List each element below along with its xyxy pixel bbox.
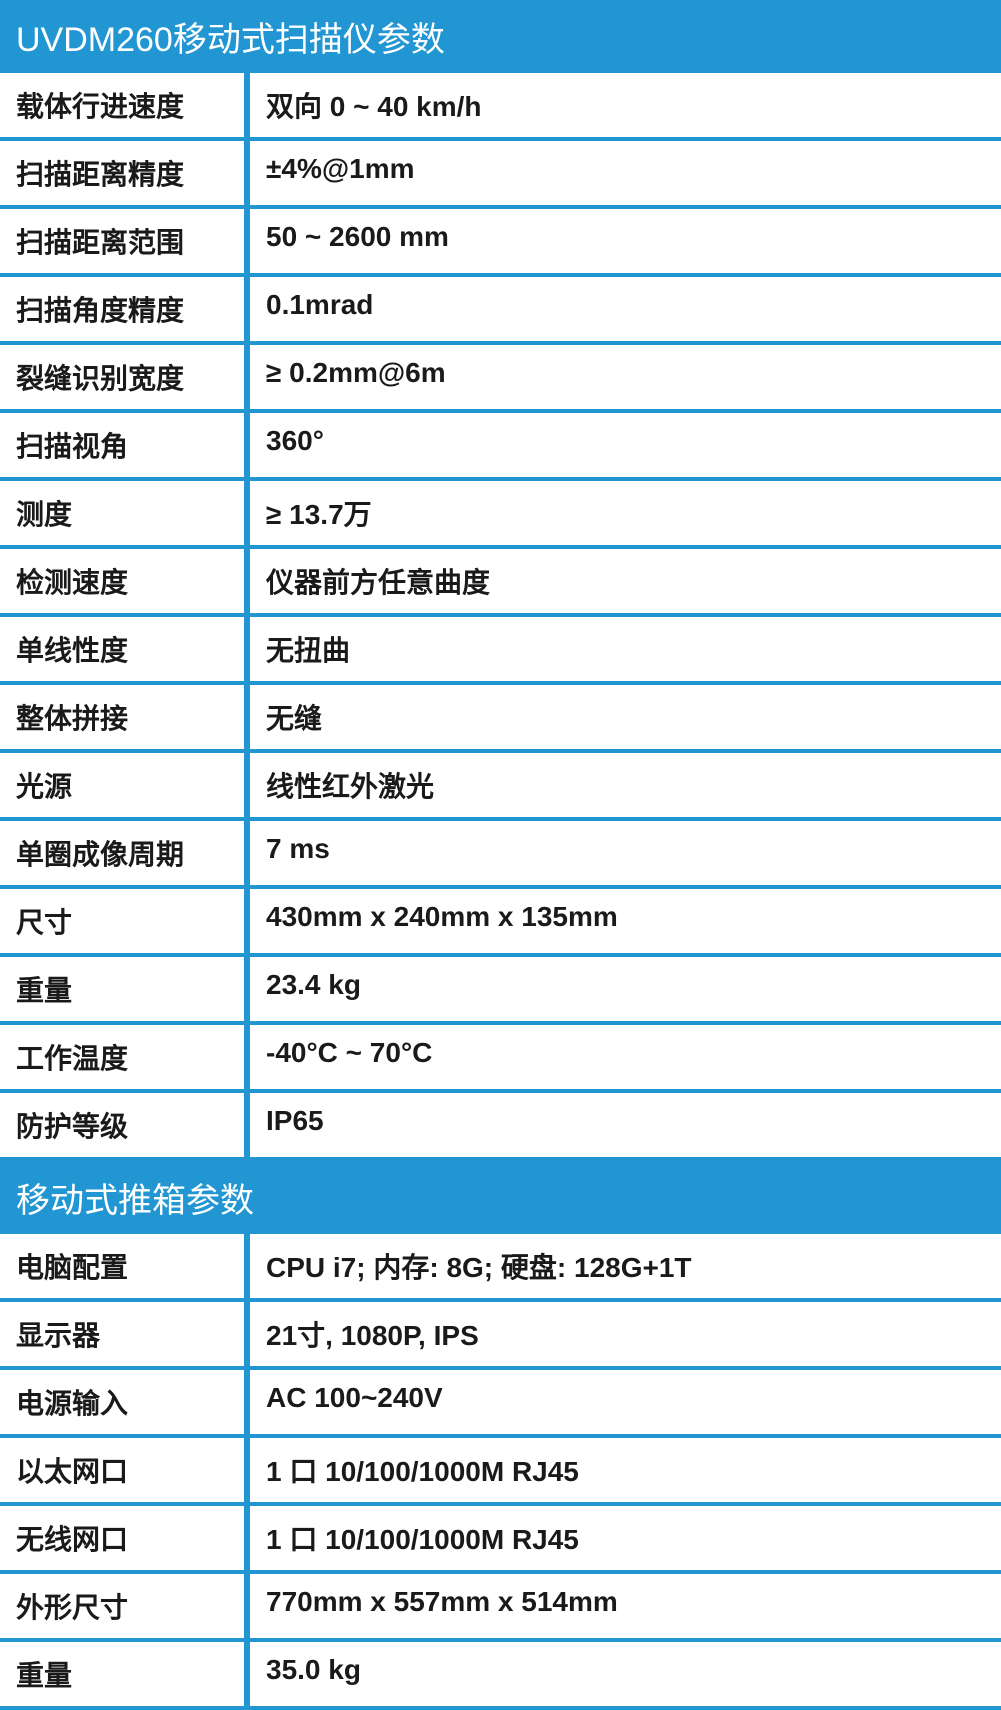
spec-label: 载体行进速度	[0, 73, 250, 137]
section-title: UVDM260移动式扫描仪参数	[16, 21, 445, 59]
spec-value: ≥ 13.7万	[250, 481, 1001, 545]
table-row: 测度 ≥ 13.7万	[0, 481, 1001, 549]
spec-value: AC 100~240V	[250, 1370, 1001, 1434]
spec-label: 扫描距离精度	[0, 141, 250, 205]
table-row: 显示器 21寸, 1080P, IPS	[0, 1302, 1001, 1370]
table-row: 扫描角度精度 0.1mrad	[0, 277, 1001, 345]
spec-label: 单圈成像周期	[0, 821, 250, 885]
spec-label: 扫描角度精度	[0, 277, 250, 341]
section-header-cart: 移动式推箱参数	[0, 1161, 1001, 1234]
spec-value: 双向 0 ~ 40 km/h	[250, 73, 1001, 137]
spec-label: 防护等级	[0, 1093, 250, 1157]
spec-value: ≥ 0.2mm@6m	[250, 345, 1001, 409]
table-row: 光源 线性红外激光	[0, 753, 1001, 821]
spec-label: 测度	[0, 481, 250, 545]
spec-label: 外形尺寸	[0, 1574, 250, 1638]
table-row: 电脑配置 CPU i7; 内存: 8G; 硬盘: 128G+1T	[0, 1234, 1001, 1302]
spec-label: 尺寸	[0, 889, 250, 953]
table-row: 尺寸 430mm x 240mm x 135mm	[0, 889, 1001, 957]
spec-label: 电源输入	[0, 1370, 250, 1434]
table-row: 防护等级 IP65	[0, 1093, 1001, 1161]
table-row: 扫描视角 360°	[0, 413, 1001, 481]
spec-value: 7 ms	[250, 821, 1001, 885]
table-row: 载体行进速度 双向 0 ~ 40 km/h	[0, 73, 1001, 141]
section-title: 移动式推箱参数	[16, 1182, 254, 1220]
table-row: 单线性度 无扭曲	[0, 617, 1001, 685]
spec-value: 1 口 10/100/1000M RJ45	[250, 1438, 1001, 1502]
spec-value: ±4%@1mm	[250, 141, 1001, 205]
spec-table-scanner: 载体行进速度 双向 0 ~ 40 km/h 扫描距离精度 ±4%@1mm 扫描距…	[0, 73, 1001, 1161]
spec-label: 电脑配置	[0, 1234, 250, 1298]
table-row: 扫描距离范围 50 ~ 2600 mm	[0, 209, 1001, 277]
spec-value: 1 口 10/100/1000M RJ45	[250, 1506, 1001, 1570]
spec-label: 整体拼接	[0, 685, 250, 749]
table-row: 工作温度 -40°C ~ 70°C	[0, 1025, 1001, 1093]
spec-label: 以太网口	[0, 1438, 250, 1502]
spec-label: 重量	[0, 957, 250, 1021]
spec-value: 仪器前方任意曲度	[250, 549, 1001, 613]
spec-value: 35.0 kg	[250, 1642, 1001, 1706]
table-row: 检测速度 仪器前方任意曲度	[0, 549, 1001, 617]
spec-value: 线性红外激光	[250, 753, 1001, 817]
spec-value: 0.1mrad	[250, 277, 1001, 341]
spec-value: 360°	[250, 413, 1001, 477]
table-row: 无线网口 1 口 10/100/1000M RJ45	[0, 1506, 1001, 1574]
spec-label: 检测速度	[0, 549, 250, 613]
spec-value: CPU i7; 内存: 8G; 硬盘: 128G+1T	[250, 1234, 1001, 1298]
table-row: 扫描距离精度 ±4%@1mm	[0, 141, 1001, 209]
table-row: 以太网口 1 口 10/100/1000M RJ45	[0, 1438, 1001, 1506]
spec-label: 扫描距离范围	[0, 209, 250, 273]
section-header-scanner: UVDM260移动式扫描仪参数	[0, 0, 1001, 73]
spec-value: 21寸, 1080P, IPS	[250, 1302, 1001, 1366]
spec-label: 重量	[0, 1642, 250, 1706]
spec-value: 无缝	[250, 685, 1001, 749]
spec-label: 工作温度	[0, 1025, 250, 1089]
spec-label: 扫描视角	[0, 413, 250, 477]
table-row: 重量 35.0 kg	[0, 1642, 1001, 1710]
spec-label: 裂缝识别宽度	[0, 345, 250, 409]
spec-container: UVDM260移动式扫描仪参数 载体行进速度 双向 0 ~ 40 km/h 扫描…	[0, 0, 1001, 1710]
spec-value: -40°C ~ 70°C	[250, 1025, 1001, 1089]
spec-value: 50 ~ 2600 mm	[250, 209, 1001, 273]
spec-label: 无线网口	[0, 1506, 250, 1570]
spec-label: 光源	[0, 753, 250, 817]
spec-label: 显示器	[0, 1302, 250, 1366]
table-row: 整体拼接 无缝	[0, 685, 1001, 753]
spec-value: 23.4 kg	[250, 957, 1001, 1021]
table-row: 电源输入 AC 100~240V	[0, 1370, 1001, 1438]
table-row: 重量 23.4 kg	[0, 957, 1001, 1025]
spec-label: 单线性度	[0, 617, 250, 681]
table-row: 裂缝识别宽度 ≥ 0.2mm@6m	[0, 345, 1001, 413]
spec-value: 430mm x 240mm x 135mm	[250, 889, 1001, 953]
spec-value: 770mm x 557mm x 514mm	[250, 1574, 1001, 1638]
spec-table-cart: 电脑配置 CPU i7; 内存: 8G; 硬盘: 128G+1T 显示器 21寸…	[0, 1234, 1001, 1710]
table-row: 外形尺寸 770mm x 557mm x 514mm	[0, 1574, 1001, 1642]
spec-value: 无扭曲	[250, 617, 1001, 681]
spec-value: IP65	[250, 1093, 1001, 1157]
table-row: 单圈成像周期 7 ms	[0, 821, 1001, 889]
